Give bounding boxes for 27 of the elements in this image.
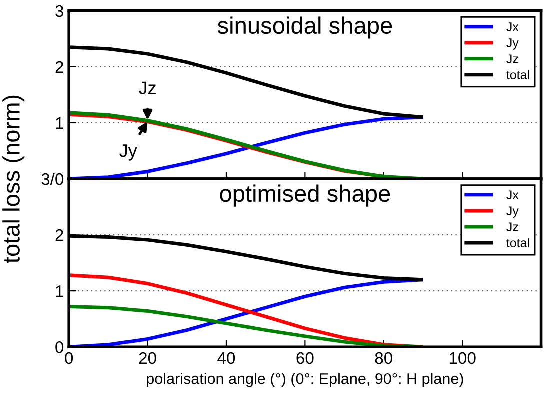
x-axis-title: polarisation angle (°) (0°: Eplane, 90°: H plane) <box>147 373 464 388</box>
legend-label: total <box>506 70 530 80</box>
x-tick-label: 60 <box>296 352 314 364</box>
legend-label: Jz <box>506 54 518 64</box>
x-tick-label: 100 <box>450 352 476 364</box>
legend-label: Jy <box>506 38 519 50</box>
y-tick-label: 3 <box>56 5 64 18</box>
annotation: Jz <box>139 82 156 94</box>
x-tick-label: 20 <box>139 352 156 364</box>
y-tick-label: 2 <box>56 61 64 73</box>
x-tick-label: 40 <box>218 352 236 364</box>
y-axis-title: total loss (norm) <box>2 96 25 264</box>
y-tick-label: 1 <box>56 118 64 130</box>
legend-label: total <box>506 238 530 248</box>
legend-label: Jz <box>506 222 518 232</box>
y-tick-label: 2 <box>56 229 64 242</box>
legend-label: Jx <box>506 190 519 200</box>
chart-title: optimised shape <box>220 184 390 207</box>
x-tick-label: 0 <box>65 352 74 364</box>
y-tick-label: 3/0 <box>42 172 64 186</box>
y-tick-label: 1 <box>56 286 64 298</box>
annotation: Jy <box>120 144 138 161</box>
legend-label: Jy <box>506 206 519 218</box>
legend-label: Jx <box>506 22 519 32</box>
x-tick-label: 80 <box>375 352 392 364</box>
y-tick-label: 0 <box>56 341 64 354</box>
chart-title: sinusoidal shape <box>218 16 392 39</box>
